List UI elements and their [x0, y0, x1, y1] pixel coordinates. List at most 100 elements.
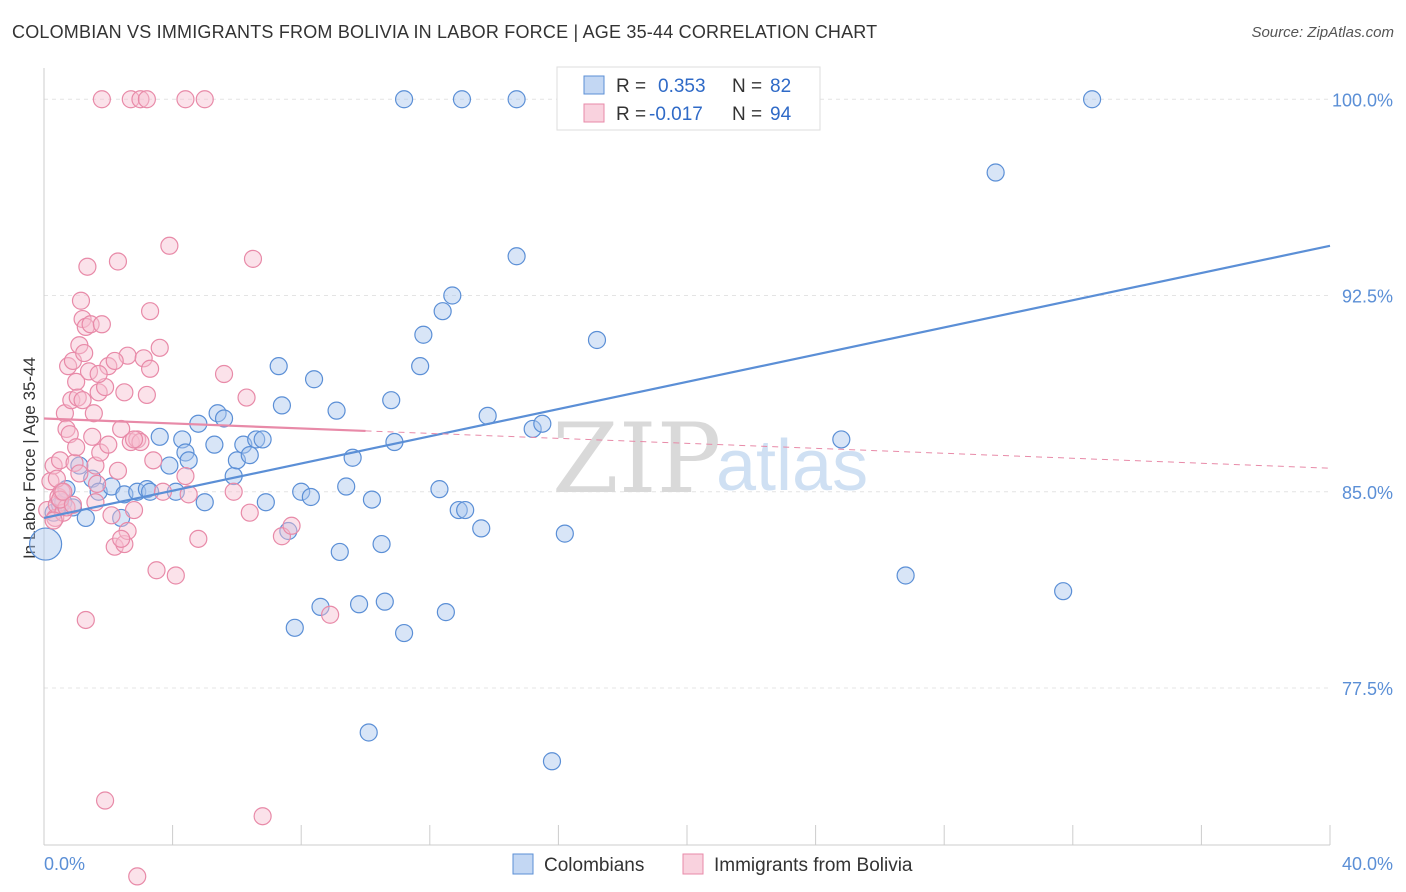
- legend-swatch-colombians: [583, 75, 605, 95]
- data-point: [71, 291, 91, 310]
- data-point: [253, 807, 272, 826]
- data-point: [115, 383, 134, 402]
- legend-n-label-colombians: N =: [732, 76, 762, 97]
- data-point: [542, 752, 562, 771]
- legend-r-label-bolivia: R =: [616, 104, 646, 125]
- data-point: [137, 385, 156, 405]
- data-point: [832, 430, 851, 449]
- data-point: [54, 482, 73, 501]
- data-point: [95, 791, 115, 810]
- tick-labels: 100.0% 92.5% 85.0% 77.5% 0.0% 40.0%: [44, 90, 1393, 874]
- x-tick-label: 40.0%: [1342, 854, 1393, 874]
- data-point: [359, 723, 378, 742]
- data-point: [92, 315, 111, 334]
- data-point: [89, 364, 108, 384]
- chart-title: COLOMBIAN VS IMMIGRANTS FROM BOLIVIA IN …: [12, 22, 878, 42]
- data-point: [214, 409, 234, 428]
- data-point: [240, 446, 259, 465]
- data-point: [195, 493, 214, 512]
- trend-lines: [43, 244, 1331, 519]
- correlation-legend: R = 0.353 N = 82 R = -0.017 N = 94: [556, 66, 821, 131]
- y-tick-label: 100.0%: [1332, 90, 1393, 110]
- data-point: [375, 592, 394, 611]
- data-point: [102, 506, 121, 525]
- data-point: [507, 90, 526, 109]
- data-point: [140, 359, 160, 378]
- data-point: [414, 325, 433, 344]
- data-point: [587, 330, 607, 350]
- x-tick-label: 0.0%: [44, 854, 85, 874]
- legend-swatch-bolivia: [583, 103, 605, 123]
- data-point: [68, 388, 87, 407]
- data-point: [67, 438, 86, 457]
- data-point: [105, 351, 124, 371]
- data-point: [131, 90, 150, 109]
- data-point: [253, 430, 272, 449]
- data-point: [128, 867, 147, 886]
- legend-n-value-bolivia: 94: [770, 104, 792, 125]
- data-point: [76, 508, 95, 528]
- data-point: [150, 338, 169, 357]
- data-point: [137, 90, 156, 109]
- data-point: [84, 404, 103, 423]
- data-point: [330, 542, 349, 562]
- legend-n-value-colombians: 82: [770, 76, 791, 97]
- trend-line-series-0: [43, 244, 1331, 519]
- data-point: [256, 493, 275, 512]
- data-point: [269, 357, 288, 376]
- data-point: [99, 435, 118, 454]
- data-point: [285, 618, 304, 637]
- data-point: [272, 396, 292, 415]
- data-point: [240, 503, 259, 522]
- data-point: [70, 464, 89, 483]
- data-point: [443, 286, 462, 305]
- data-point: [121, 90, 140, 109]
- data-point: [70, 456, 89, 475]
- data-point: [140, 302, 160, 321]
- data-point: [67, 372, 86, 391]
- data-point: [237, 388, 256, 407]
- data-point: [160, 236, 179, 255]
- data-point: [394, 90, 414, 109]
- data-point: [507, 247, 526, 266]
- data-point: [87, 474, 107, 493]
- watermark-atlas: atlas: [716, 426, 868, 506]
- data-point: [76, 610, 95, 630]
- data-point: [160, 456, 179, 475]
- legend-r-value-colombians: 0.353: [658, 76, 706, 97]
- data-point: [449, 500, 468, 520]
- data-point: [382, 391, 401, 410]
- data-point: [195, 90, 214, 109]
- y-tick-label: 92.5%: [1342, 287, 1393, 307]
- data-point: [147, 561, 166, 580]
- data-point: [63, 495, 83, 514]
- legend-r-value-bolivia: -0.017: [649, 104, 703, 125]
- data-point: [189, 529, 208, 548]
- chart-source: Source: ZipAtlas.com: [1251, 24, 1394, 41]
- axes: [43, 68, 1331, 846]
- data-point: [124, 430, 144, 449]
- data-point: [65, 453, 84, 473]
- series-legend-label-colombians: Colombians: [544, 855, 644, 876]
- data-point: [75, 343, 94, 363]
- data-point: [83, 427, 102, 446]
- data-point: [112, 529, 131, 548]
- data-point: [179, 451, 198, 470]
- data-point: [349, 595, 369, 614]
- series-legend-label-bolivia: Immigrants from Bolivia: [714, 855, 913, 876]
- data-point: [214, 364, 234, 384]
- data-point: [50, 451, 70, 470]
- data-point: [304, 370, 324, 389]
- data-point: [29, 527, 63, 561]
- data-point: [411, 357, 430, 376]
- data-point: [179, 485, 198, 504]
- data-point: [73, 391, 92, 410]
- data-point: [533, 414, 552, 433]
- y-tick-label: 85.0%: [1342, 483, 1393, 503]
- data-point: [433, 302, 452, 321]
- data-point: [337, 477, 356, 496]
- trend-line-series-1: [43, 417, 366, 433]
- y-tick-label: 77.5%: [1342, 679, 1393, 699]
- data-point: [896, 566, 915, 585]
